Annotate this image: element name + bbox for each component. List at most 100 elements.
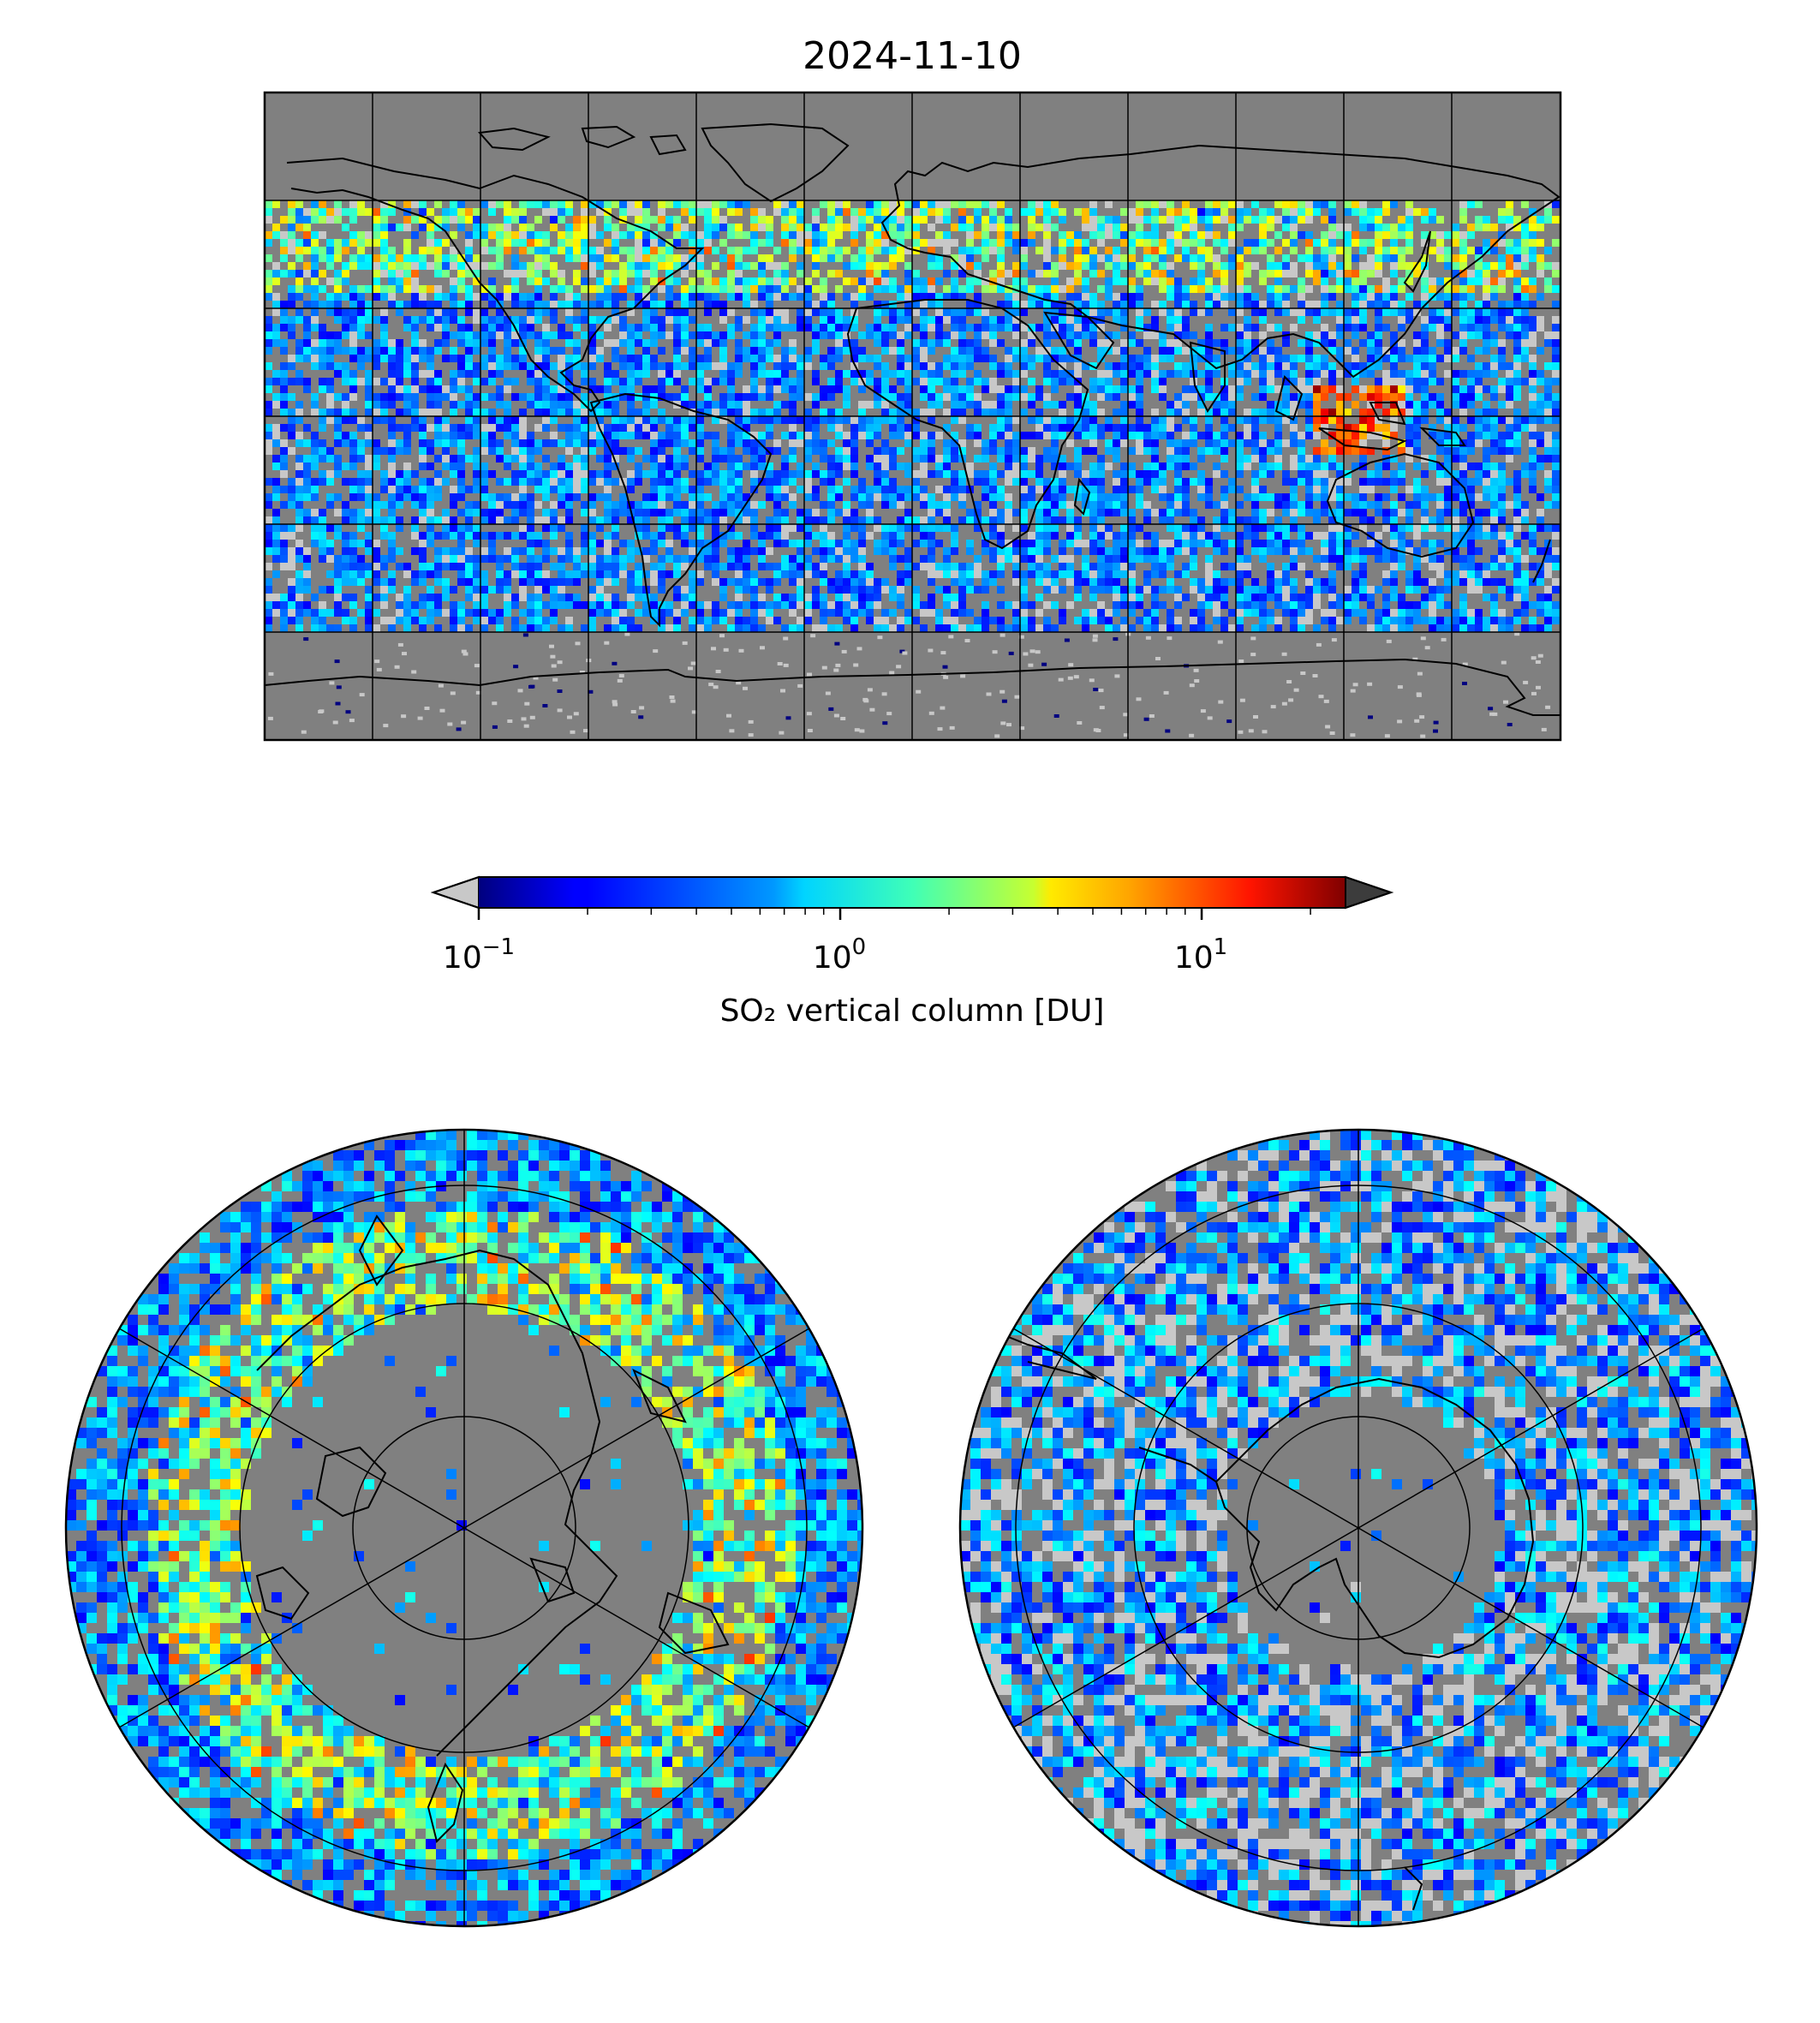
so2-pixel bbox=[804, 293, 812, 301]
so2-pixel bbox=[1089, 432, 1097, 439]
so2-pixel bbox=[396, 370, 403, 378]
so2-pixel bbox=[588, 501, 596, 509]
so2-pixel bbox=[1375, 316, 1382, 324]
so2-pixel bbox=[480, 239, 488, 247]
so2-pixel bbox=[1413, 262, 1421, 270]
so2-pixel bbox=[534, 385, 542, 393]
so2-pixel bbox=[1344, 424, 1352, 432]
so2-pixel bbox=[982, 285, 989, 293]
so2-pixel bbox=[1390, 331, 1398, 339]
so2-pixel bbox=[1552, 493, 1560, 501]
so2-pixel bbox=[496, 509, 504, 516]
so2-pixel bbox=[565, 401, 573, 409]
so2-pixel bbox=[920, 293, 928, 301]
so2-pixel bbox=[704, 509, 712, 516]
so2-pixel bbox=[288, 324, 295, 331]
so2-pixel bbox=[1197, 355, 1205, 362]
so2-pixel bbox=[1136, 385, 1143, 393]
so2-pixel bbox=[596, 200, 604, 208]
so2-pixel bbox=[1113, 270, 1120, 277]
so2-pixel bbox=[1467, 247, 1475, 254]
so2-pixel bbox=[951, 439, 958, 447]
so2-pixel bbox=[1043, 200, 1051, 208]
so2-pixel bbox=[627, 370, 635, 378]
so2-pixel bbox=[1467, 231, 1475, 239]
so2-pixel bbox=[295, 308, 303, 316]
so2-pixel bbox=[1459, 231, 1467, 239]
so2-pixel bbox=[673, 478, 681, 486]
so2-pixel bbox=[1113, 370, 1120, 378]
so2-pixel bbox=[403, 262, 411, 270]
so2-pixel bbox=[997, 316, 1005, 324]
so2-pixel bbox=[612, 347, 619, 355]
so2-pixel bbox=[658, 208, 665, 216]
so2-pixel bbox=[1390, 509, 1398, 516]
so2-pixel bbox=[411, 331, 419, 339]
so2-pixel bbox=[334, 239, 342, 247]
so2-pixel bbox=[1305, 347, 1313, 355]
so2-pixel bbox=[534, 439, 542, 447]
so2-pixel bbox=[357, 378, 365, 385]
so2-pixel bbox=[588, 493, 596, 501]
so2-pixel bbox=[1544, 331, 1552, 339]
so2-pixel bbox=[342, 270, 349, 277]
so2-pixel bbox=[326, 493, 334, 501]
so2-pixel bbox=[511, 470, 519, 478]
so2-pixel bbox=[866, 293, 874, 301]
so2-pixel bbox=[1028, 293, 1035, 301]
so2-pixel bbox=[519, 432, 527, 439]
so2-pixel bbox=[388, 339, 396, 347]
so2-pixel bbox=[427, 385, 434, 393]
so2-pixel bbox=[1498, 216, 1506, 224]
so2-pixel bbox=[1051, 270, 1059, 277]
so2-pixel bbox=[434, 385, 442, 393]
so2-pixel bbox=[334, 424, 342, 432]
so2-pixel bbox=[349, 370, 357, 378]
so2-pixel bbox=[527, 200, 534, 208]
so2-pixel bbox=[612, 247, 619, 254]
so2-pixel bbox=[1436, 216, 1444, 224]
so2-pixel bbox=[1012, 301, 1020, 308]
so2-pixel bbox=[1028, 486, 1035, 493]
so2-pixel bbox=[1552, 285, 1560, 293]
so2-pixel bbox=[434, 409, 442, 416]
so2-pixel bbox=[673, 339, 681, 347]
so2-pixel bbox=[334, 331, 342, 339]
so2-pixel bbox=[989, 362, 997, 370]
so2-pixel bbox=[1490, 424, 1498, 432]
so2-pixel bbox=[1082, 285, 1089, 293]
so2-pixel bbox=[1490, 339, 1498, 347]
so2-pixel bbox=[874, 362, 881, 370]
so2-pixel bbox=[1459, 270, 1467, 277]
so2-pixel bbox=[1328, 478, 1336, 486]
so2-pixel bbox=[596, 478, 604, 486]
so2-pixel bbox=[658, 200, 665, 208]
so2-pixel bbox=[1498, 231, 1506, 239]
so2-pixel bbox=[1529, 339, 1537, 347]
so2-pixel bbox=[1005, 285, 1012, 293]
so2-pixel bbox=[542, 324, 550, 331]
so2-pixel bbox=[1012, 439, 1020, 447]
so2-pixel bbox=[1429, 285, 1436, 293]
so2-pixel bbox=[866, 239, 874, 247]
so2-pixel bbox=[1028, 270, 1035, 277]
so2-pixel bbox=[403, 270, 411, 277]
so2-pixel bbox=[334, 493, 342, 501]
so2-pixel bbox=[797, 362, 804, 370]
so2-pixel bbox=[750, 470, 758, 478]
so2-pixel bbox=[1105, 224, 1113, 231]
so2-pixel bbox=[357, 262, 365, 270]
so2-pixel bbox=[866, 277, 874, 285]
so2-pixel bbox=[1035, 486, 1043, 493]
so2-pixel bbox=[673, 447, 681, 455]
so2-pixel bbox=[850, 239, 858, 247]
so2-pixel bbox=[727, 254, 735, 262]
so2-pixel bbox=[280, 455, 288, 462]
so2-pixel bbox=[550, 362, 558, 370]
so2-pixel bbox=[904, 370, 912, 378]
so2-pixel bbox=[650, 355, 658, 362]
so2-pixel bbox=[1513, 370, 1521, 378]
so2-pixel bbox=[1421, 285, 1429, 293]
so2-pixel bbox=[473, 262, 480, 270]
so2-pixel bbox=[650, 486, 658, 493]
